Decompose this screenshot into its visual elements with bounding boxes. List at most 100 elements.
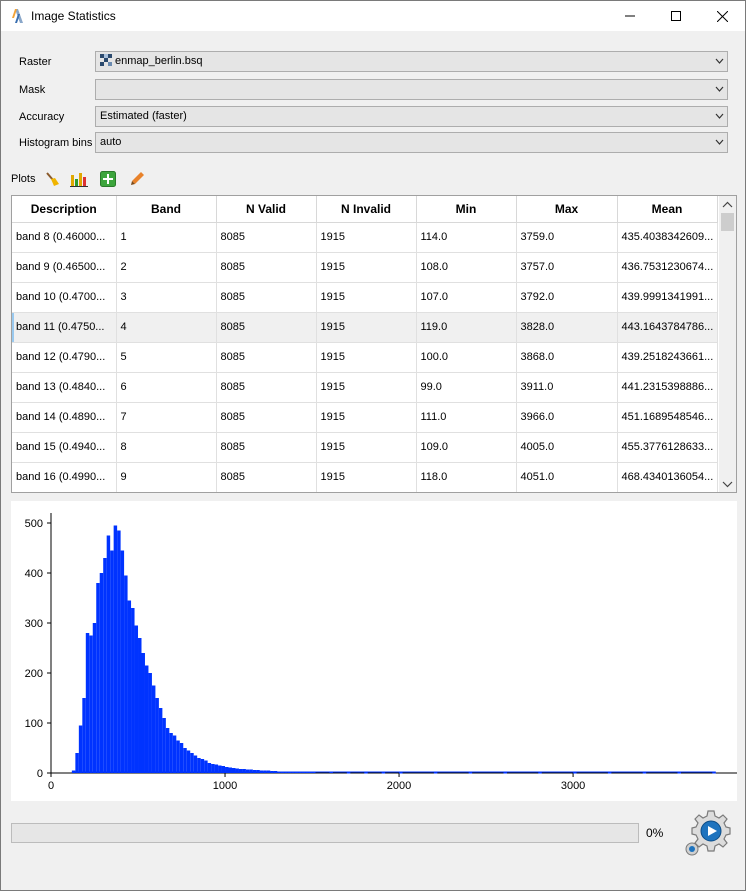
run-button[interactable]	[685, 807, 733, 859]
table-cell: 8085	[216, 462, 317, 492]
table-cell: 3868.0	[516, 342, 618, 373]
table-vertical-scrollbar[interactable]	[719, 196, 736, 492]
table-cell: 99.0	[416, 372, 517, 403]
table-row[interactable]: band 12 (0.4790... 5 8085 1915 100.0 3868.0 43…	[12, 342, 718, 373]
table-row[interactable]: band 11 (0.4750... 4 8085 1915 119.0 3828.0 44…	[12, 312, 718, 343]
table-cell: band 14 (0.4890...	[12, 402, 117, 433]
table-cell: 1915	[316, 342, 417, 373]
histogram-bar	[96, 583, 100, 773]
table-row[interactable]: band 16 (0.4990... 9 8085 1915 118.0 4051.0 46…	[12, 462, 718, 492]
histogram-bins-value: auto	[100, 136, 122, 148]
histogram-bar	[607, 772, 612, 774]
add-plot-button[interactable]	[98, 169, 118, 189]
edit-plot-button[interactable]	[127, 169, 147, 189]
table-cell: 8085	[216, 432, 317, 463]
header-mean[interactable]: Mean	[617, 196, 718, 223]
table-cell: band 13 (0.4840...	[12, 372, 117, 403]
table-cell: 2	[116, 252, 217, 283]
table-cell: 111.0	[416, 402, 517, 433]
table-cell: band 12 (0.4790...	[12, 342, 117, 373]
table-cell: 5	[116, 342, 217, 373]
app-logo-icon	[12, 9, 23, 23]
histogram-bar	[228, 767, 232, 773]
histogram-bar	[92, 623, 97, 773]
table-row[interactable]: band 9 (0.46500... 2 8085 1915 108.0 3757.0 43…	[12, 252, 718, 283]
histogram-bar	[364, 772, 368, 774]
histogram-bar	[468, 772, 473, 774]
histogram-bins-label: Histogram bins	[19, 137, 93, 149]
histogram-bar	[225, 767, 229, 773]
header-n-invalid[interactable]: N Invalid	[316, 196, 417, 223]
scroll-up-icon[interactable]	[722, 201, 733, 209]
histogram-bar	[110, 550, 114, 773]
title-bar[interactable]: Image Statistics	[1, 1, 745, 31]
header-band[interactable]: Band	[116, 196, 217, 223]
progress-text: 0%	[646, 826, 664, 840]
histogram-plot[interactable]: 0 100 200 300 400 500 0 1000 2000 3000	[11, 501, 737, 801]
histogram-bar	[677, 772, 681, 774]
histogram-bar	[214, 764, 219, 773]
table-cell: 1915	[316, 252, 417, 283]
histogram-bar	[231, 768, 236, 773]
histogram-bar	[162, 718, 166, 773]
scrollbar-thumb[interactable]	[721, 213, 734, 231]
histogram-bar	[99, 573, 104, 773]
table-row[interactable]: band 13 (0.4840... 6 8085 1915 99.0 3911.0 441…	[12, 372, 718, 403]
table-cell: 8085	[216, 222, 317, 253]
histogram-bar	[211, 764, 215, 773]
table-cell: 468.4340136054...	[617, 462, 718, 492]
histogram-bar	[186, 750, 191, 773]
histogram-bar	[124, 575, 128, 773]
header-max[interactable]: Max	[516, 196, 618, 223]
raster-combo[interactable]: enmap_berlin.bsq	[95, 51, 728, 72]
table-row[interactable]: band 10 (0.4700... 3 8085 1915 107.0 3792.0 43…	[12, 282, 718, 313]
accuracy-combo[interactable]: Estimated (faster)	[95, 106, 728, 127]
histogram-bar	[712, 772, 716, 774]
histogram-bins-combo[interactable]: auto	[95, 132, 728, 153]
clear-plots-button[interactable]	[42, 169, 62, 189]
table-cell: 3759.0	[516, 222, 618, 253]
table-row[interactable]: band 15 (0.4940... 8 8085 1915 109.0 4005.0 45…	[12, 432, 718, 463]
chevron-down-icon	[715, 139, 724, 145]
raster-label: Raster	[19, 56, 52, 68]
histogram-bar	[207, 763, 212, 773]
histogram-bar	[235, 768, 239, 773]
table-row[interactable]: band 14 (0.4890... 7 8085 1915 111.0 3966.0 45…	[12, 402, 718, 433]
histogram-bar	[113, 525, 118, 773]
table-cell: band 9 (0.46500...	[12, 252, 117, 283]
header-description[interactable]: Description	[12, 196, 117, 223]
table-cell: 4005.0	[516, 432, 618, 463]
histogram-bar	[200, 759, 205, 773]
histogram-bar	[82, 698, 86, 773]
y-tick-label: 100	[25, 718, 43, 730]
histogram-bar	[538, 772, 542, 774]
table-cell: band 10 (0.4700...	[12, 282, 117, 313]
bar-chart-button[interactable]	[69, 169, 89, 189]
minimize-button[interactable]	[607, 1, 653, 31]
table-cell: 1915	[316, 372, 417, 403]
table-row[interactable]: band 8 (0.46000... 1 8085 1915 114.0 3759.0 43…	[12, 222, 718, 253]
pencil-icon	[131, 172, 144, 185]
header-min[interactable]: Min	[416, 196, 517, 223]
maximize-icon	[671, 11, 681, 21]
mask-combo[interactable]	[95, 79, 728, 100]
header-n-valid[interactable]: N Valid	[216, 196, 317, 223]
histogram-bar	[433, 772, 438, 774]
x-tick-label: 3000	[561, 780, 585, 792]
scroll-down-icon[interactable]	[722, 480, 733, 488]
table-cell: 455.3776128633...	[617, 432, 718, 463]
histogram-bar	[249, 769, 253, 773]
histogram-bar	[190, 753, 194, 773]
histogram-bar	[75, 753, 79, 773]
table-cell: band 16 (0.4990...	[12, 462, 117, 492]
x-tick-label: 1000	[213, 780, 237, 792]
statistics-table[interactable]: Description Band N Valid N Invalid Min M…	[11, 195, 737, 493]
table-cell: 4051.0	[516, 462, 618, 492]
raster-layer-icon	[100, 54, 112, 66]
maximize-button[interactable]	[653, 1, 699, 31]
histogram-bar	[503, 772, 507, 774]
histogram-chart[interactable]: 0 100 200 300 400 500 0 1000 2000 3000	[11, 501, 737, 801]
broom-icon	[46, 172, 59, 186]
close-button[interactable]	[699, 1, 745, 31]
window-title: Image Statistics	[31, 9, 116, 23]
